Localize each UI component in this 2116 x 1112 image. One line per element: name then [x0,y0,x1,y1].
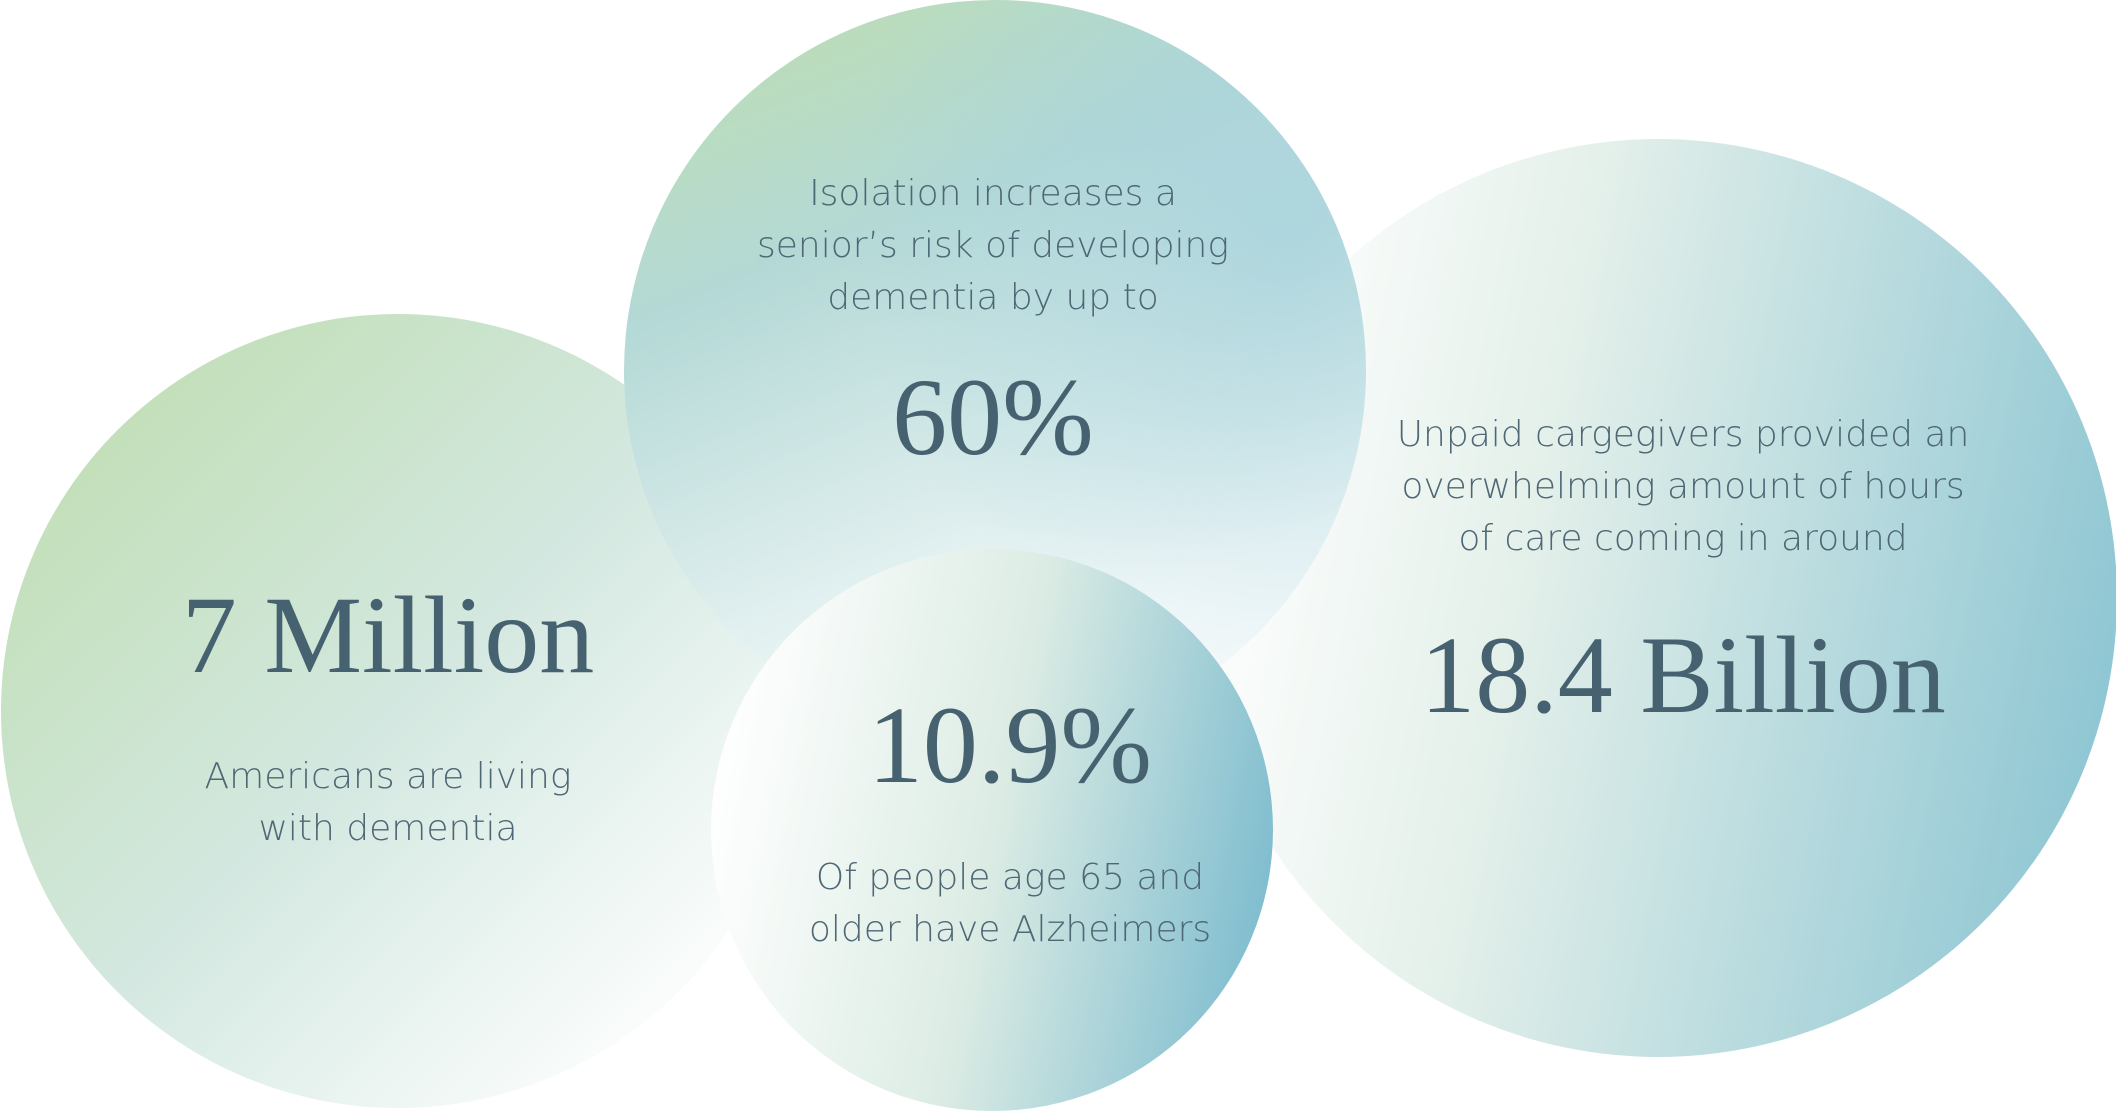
circle-left [1,314,795,1108]
circle-right [1199,139,2116,1057]
circle-top-tint [624,0,1366,742]
stat-description: overwhelming amount of hours [1401,466,1964,507]
stat-description: senior’s risk of developing [757,225,1229,266]
stat-texts: 7 Million Americans are living with dement… [182,173,1970,950]
stat-description: older have Alzheimers [809,909,1211,950]
stat-description: of care coming in around [1458,518,1907,559]
stat-description: Americans are living [205,756,572,797]
circle-bottom [711,549,1273,1111]
stat-value: 10.9% [868,684,1152,806]
stat-description: Of people age 65 and [816,857,1204,898]
stat-description: dementia by up to [827,277,1159,318]
stat-description: Isolation increases a [809,173,1177,214]
stat-value: 60% [892,356,1094,478]
stat-value: 7 Million [182,574,595,696]
stat-description: Unpaid cargegivers provided an [1397,414,1970,455]
stat-description: with dementia [258,808,517,849]
stat-value: 18.4 Billion [1420,614,1946,736]
